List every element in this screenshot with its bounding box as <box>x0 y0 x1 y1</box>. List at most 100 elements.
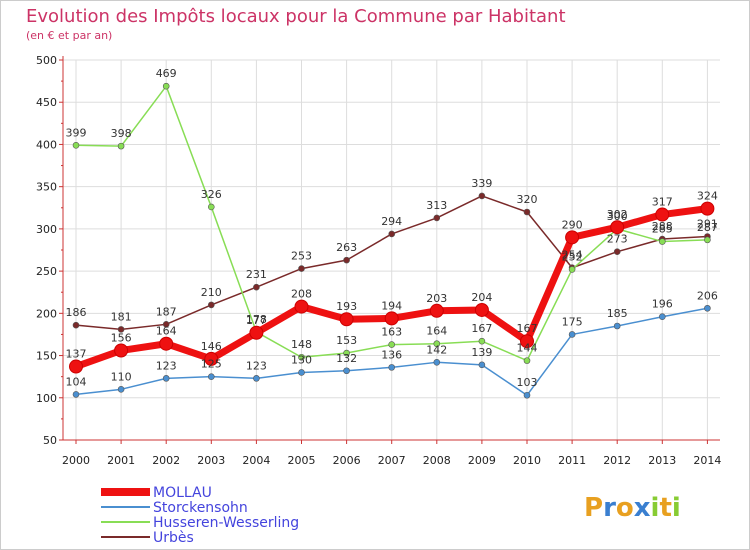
data-point-mollau <box>204 351 219 366</box>
data-label-urbes: 313 <box>426 199 447 212</box>
data-point-husseren-wesserling <box>704 236 711 244</box>
data-label-mollau: 146 <box>201 340 222 353</box>
data-label-husseren-wesserling: 144 <box>517 342 538 355</box>
data-point-storckensohn <box>613 322 621 330</box>
y-tick-label: 450 <box>36 96 57 109</box>
data-label-storckensohn: 123 <box>156 359 177 372</box>
data-label-mollau: 177 <box>246 314 267 327</box>
data-label-mollau: 193 <box>336 300 357 313</box>
x-tick-label: 2009 <box>468 454 496 467</box>
data-label-storckensohn: 196 <box>652 298 673 311</box>
data-label-storckensohn: 123 <box>246 359 267 372</box>
data-point-storckensohn <box>298 369 305 376</box>
data-label-storckensohn: 185 <box>607 307 628 320</box>
data-point-storckensohn <box>72 391 80 398</box>
x-tick-label: 2008 <box>423 454 451 467</box>
chart-subtitle: (en € et par an) <box>26 29 112 42</box>
data-label-urbes: 231 <box>246 268 267 281</box>
x-tick-label: 2000 <box>62 454 90 467</box>
data-point-mollau <box>429 303 444 318</box>
data-label-husseren-wesserling: 148 <box>291 338 312 351</box>
data-label-husseren-wesserling: 300 <box>607 210 628 223</box>
data-label-mollau: 317 <box>652 196 673 209</box>
data-point-urbes <box>72 321 80 329</box>
data-label-mollau: 164 <box>156 325 177 338</box>
data-label-urbes: 187 <box>156 305 177 318</box>
data-point-urbes <box>343 256 350 264</box>
data-label-husseren-wesserling: 252 <box>562 250 583 263</box>
data-label-husseren-wesserling: 285 <box>652 223 673 236</box>
data-label-storckensohn: 125 <box>201 358 222 371</box>
data-label-storckensohn: 110 <box>111 370 132 383</box>
data-point-mollau <box>249 325 264 340</box>
data-point-storckensohn <box>162 375 170 382</box>
x-tick-label: 2005 <box>288 454 316 467</box>
data-point-storckensohn <box>523 391 531 399</box>
data-label-urbes: 339 <box>471 177 492 190</box>
y-tick-label: 300 <box>36 223 57 236</box>
data-label-mollau: 302 <box>607 208 628 221</box>
data-label-storckensohn: 136 <box>381 348 402 361</box>
data-label-urbes: 294 <box>381 215 402 228</box>
series-group <box>69 82 715 399</box>
data-point-storckensohn <box>343 367 350 375</box>
data-point-urbes <box>162 321 170 328</box>
data-label-mollau: 137 <box>66 348 87 361</box>
data-label-husseren-wesserling: 287 <box>697 221 718 234</box>
legend-label-mollau: MOLLAU <box>153 485 212 501</box>
data-label-urbes: 263 <box>336 241 357 254</box>
data-point-mollau <box>520 334 534 349</box>
data-point-storckensohn <box>388 364 396 371</box>
svg-text:Proxiti: Proxiti <box>584 493 681 523</box>
data-point-mollau <box>384 311 399 326</box>
data-label-storckensohn: 130 <box>291 353 312 366</box>
data-point-mollau <box>69 359 83 374</box>
data-label-mollau: 204 <box>471 291 492 304</box>
legend-label-urbes: Urbès <box>153 530 194 546</box>
data-label-mollau: 324 <box>697 190 718 203</box>
data-point-storckensohn <box>478 361 486 369</box>
data-point-husseren-wesserling <box>208 203 215 211</box>
legend-label-husseren-wesserling: Husseren-Wesserling <box>153 515 299 531</box>
data-point-husseren-wesserling <box>433 340 441 348</box>
data-point-urbes <box>433 214 441 222</box>
y-tick-label: 150 <box>36 350 57 363</box>
x-tick-label: 2002 <box>152 454 180 467</box>
data-point-mollau <box>700 201 715 216</box>
data-point-urbes <box>117 326 125 333</box>
data-point-husseren-wesserling <box>117 142 125 150</box>
data-label-husseren-wesserling: 163 <box>381 326 402 339</box>
data-label-urbes: 288 <box>652 220 673 233</box>
data-label-urbes: 273 <box>607 233 628 246</box>
y-tick-label: 400 <box>36 138 57 151</box>
y-tick-label: 200 <box>36 307 57 320</box>
data-label-husseren-wesserling: 153 <box>336 334 357 347</box>
data-point-mollau <box>474 302 489 317</box>
data-label-husseren-wesserling: 469 <box>156 67 177 80</box>
data-label-urbes: 291 <box>697 217 718 230</box>
data-point-urbes <box>298 265 305 272</box>
data-label-husseren-wesserling: 164 <box>426 325 447 338</box>
data-label-storckensohn: 206 <box>697 289 718 302</box>
data-point-husseren-wesserling <box>388 341 396 348</box>
data-label-storckensohn: 104 <box>66 375 87 388</box>
data-label-mollau: 208 <box>291 288 312 301</box>
y-tick-label: 250 <box>36 265 57 278</box>
data-label-urbes: 186 <box>66 306 87 319</box>
x-tick-label: 2001 <box>107 454 135 467</box>
data-label-urbes: 210 <box>201 286 222 299</box>
data-point-storckensohn <box>658 313 666 321</box>
y-tick-label: 350 <box>36 181 57 194</box>
data-label-storckensohn: 139 <box>471 346 492 359</box>
x-tick-label: 2006 <box>333 454 361 467</box>
x-tick-label: 2011 <box>558 454 586 467</box>
y-tick-label: 100 <box>36 392 57 405</box>
data-point-mollau <box>610 220 625 235</box>
series-husseren-wesserling <box>72 82 711 364</box>
data-point-urbes <box>613 248 621 255</box>
x-tick-label: 2014 <box>693 454 721 467</box>
data-label-mollau: 194 <box>381 299 402 312</box>
data-label-storckensohn: 175 <box>562 315 583 328</box>
x-tick-label: 2007 <box>378 454 406 467</box>
data-point-urbes <box>208 301 215 309</box>
